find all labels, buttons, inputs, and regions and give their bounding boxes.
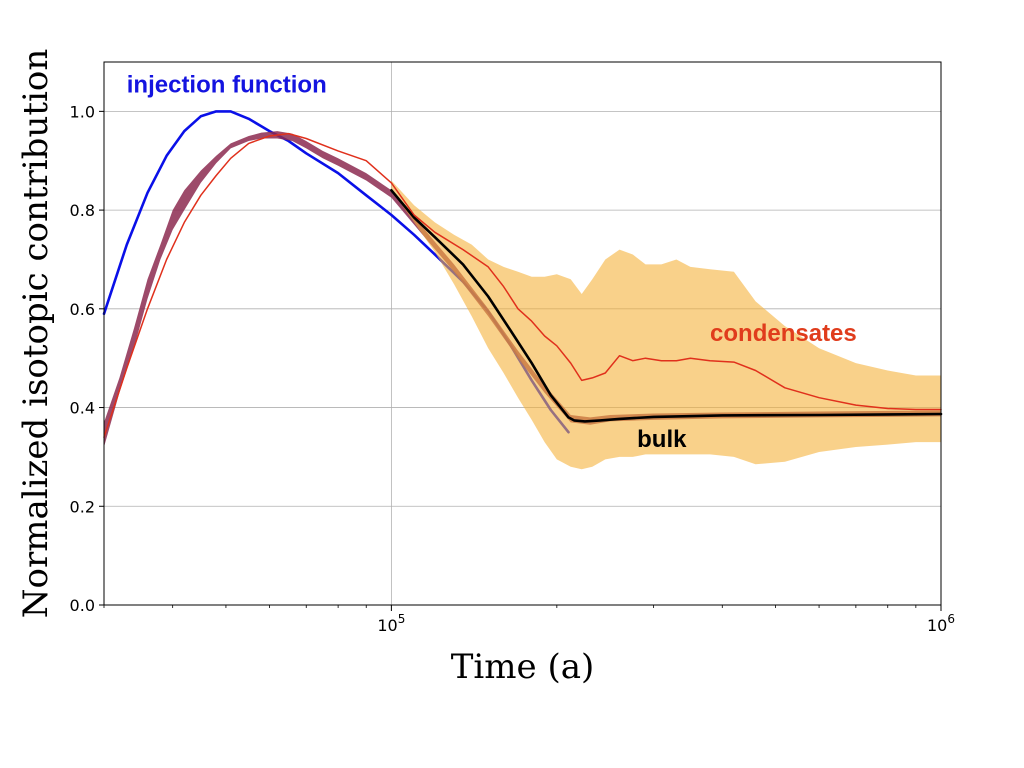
y-tick-label: 0.4	[70, 399, 95, 418]
x-tick-exponent: 6	[947, 612, 955, 626]
injection-function-label: injection function	[127, 72, 327, 99]
x-tick-exponent: 5	[398, 612, 406, 626]
x-tick-base: 10	[927, 616, 947, 635]
data-layer	[102, 110, 943, 470]
axis-ticks	[99, 110, 942, 611]
y-tick-label: 1.0	[70, 102, 95, 121]
annotations: injection function condensates bulk	[127, 72, 857, 453]
condensates-line	[103, 132, 942, 438]
y-tick-label: 0.0	[70, 596, 95, 615]
y-tick-label: 0.2	[70, 497, 95, 516]
condensates-label: condensates	[710, 320, 857, 347]
condensates-band	[391, 180, 941, 470]
plot-frame	[103, 61, 942, 606]
y-tick-label: 0.6	[70, 300, 95, 319]
bulk-line	[390, 189, 943, 423]
x-tick-label: 106	[927, 612, 955, 635]
x-tick-base: 10	[377, 616, 397, 635]
x-axis-title: Time (a)	[451, 647, 595, 687]
x-tick-label: 105	[377, 612, 405, 635]
bulk-label: bulk	[637, 426, 687, 453]
y-axis-title: Normalized isotopic contribution	[16, 49, 56, 619]
y-tick-label: 0.8	[70, 201, 95, 220]
